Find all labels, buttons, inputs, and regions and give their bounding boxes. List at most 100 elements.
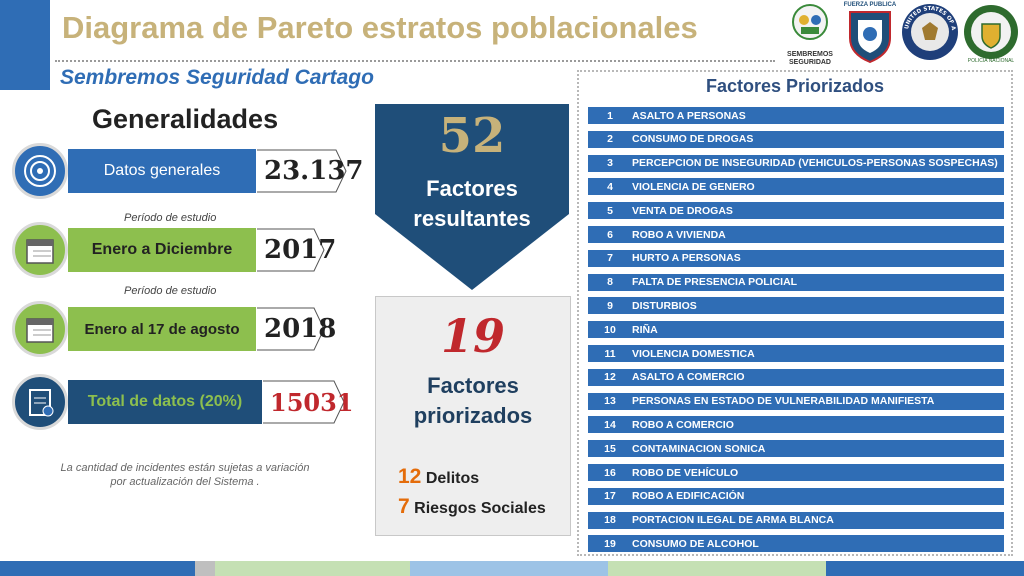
factor-name: RIÑA [632,323,658,336]
factores-priorizados-panel [577,70,1013,556]
total-datos-number: 15031 [270,387,354,417]
riesgos-label: Riesgos Sociales [414,500,546,517]
factor-name: VIOLENCIA DE GENERO [632,180,755,193]
factor-name: ASALTO A PERSONAS [632,109,746,122]
factor-row: 8 FALTA DE PRESENCIA POLICIAL [588,273,1004,291]
left-accent-bar [0,0,50,90]
footnote-line-2: por actualización del Sistema . [110,476,260,489]
factor-number: 16 [604,466,616,479]
factor-row: 3 PERCEPCION DE INSEGURIDAD (VEHICULOS-PE… [588,154,1004,172]
factor-row: 14 ROBO A COMERCIO [588,416,1004,434]
target-icon [24,155,56,187]
title-divider [55,60,775,62]
calendar-icon [26,239,54,264]
factor-name: PERSONAS EN ESTADO DE VULNERABILIDAD MAN… [632,395,935,408]
delitos-count: 12 [398,465,422,488]
factor-number: 18 [604,514,616,527]
factor-number: 3 [607,157,613,170]
policia-nacional-logo: POLICIA NACIONAL [962,2,1020,66]
value-arrow-frame [257,307,325,351]
riesgos-count: 7 [398,495,410,518]
page-title: Diagrama de Pareto estratos poblacionale… [62,10,698,45]
resultantes-number: 52 [438,108,506,164]
resultantes-label-line-2: resultantes [413,205,531,231]
generalidades-heading: Generalidades [92,104,279,134]
factores-priorizados-box: 19 Factores priorizados 12 Delitos 7 Rie… [375,296,571,536]
factor-number: 19 [604,537,616,550]
datos-generales-label: Datos generales [68,149,256,193]
footnote-line-1: La cantidad de incidentes están sujetas … [60,462,310,474]
factor-row: 19 CONSUMO DE ALCOHOL [588,535,1004,553]
factor-name: ROBO A EDIFICACIÓN [632,490,745,503]
factor-number: 17 [604,490,616,503]
factor-number: 1 [607,109,613,122]
factor-name: CONSUMO DE ALCOHOL [632,537,759,550]
factor-row: 12 ASALTO A COMERCIO [588,368,1004,386]
factor-name: ROBO A VIVIENDA [632,228,726,241]
factor-number: 15 [604,442,616,455]
calendar-2018-icon-circle [12,301,68,357]
sembremos-logo: SEMBREMOS SEGURIDAD [780,2,840,66]
logo-strip: SEMBREMOS SEGURIDAD FUERZA PUBLICA UNITE… [780,0,1020,66]
total-datos-value: 15031 [262,380,354,424]
factor-name: HURTO A PERSONAS [632,252,741,265]
factor-number: 9 [607,299,613,312]
total-datos-icon-circle [12,374,68,430]
factor-row: 10 RIÑA [588,321,1004,339]
factor-number: 13 [604,395,616,408]
priorizados-label-line-2: priorizados [413,402,533,428]
factor-number: 10 [604,323,616,336]
resultantes-label: Factores resultantes [375,174,569,233]
clipboard-icon [29,389,54,417]
factor-row: 18 PORTACION ILEGAL DE ARMA BLANCA [588,511,1004,529]
factor-number: 12 [604,371,616,384]
factor-name: VENTA DE DROGAS [632,204,733,217]
factor-name: ROBO DE VEHÍCULO [632,466,739,479]
factores-resultantes-box: 52 Factores resultantes [375,104,569,292]
factor-number: 5 [607,204,613,217]
factor-row: 7 HURTO A PERSONAS [588,249,1004,267]
factor-number: 8 [607,276,613,289]
enero-agosto-label: Enero al 17 de agosto [68,307,256,351]
factor-name: PORTACION ILEGAL DE ARMA BLANCA [632,514,834,527]
value-arrow-frame [257,149,347,193]
factor-row: 1 ASALTO A PERSONAS [588,107,1004,124]
factor-name: CONTAMINACION SONICA [632,442,766,455]
factor-name: DISTURBIOS [632,299,697,312]
resultantes-chevron [375,104,569,290]
factor-number: 6 [607,228,613,241]
bottom-color-bar [0,561,1024,576]
delitos-label: Delitos [425,470,480,487]
priorizados-label-line-1: Factores [427,373,519,398]
factor-number: 2 [607,133,613,146]
factores-priorizados-title: Factores Priorizados [705,76,885,96]
factor-name: PERCEPCION DE INSEGURIDAD (VEHICULOS-PER… [632,157,998,170]
factor-row: 5 VENTA DE DROGAS [588,202,1004,220]
calendar-icon [26,318,54,343]
fuerza-publica-logo: FUERZA PUBLICA [842,2,898,66]
factor-name: ASALTO A COMERCIO [632,371,745,384]
riesgos-line: 7 Riesgos Sociales [398,495,546,519]
factor-row: 15 CONTAMINACION SONICA [588,440,1004,458]
factor-number: 4 [607,180,613,193]
resultantes-label-line-1: Factores [426,176,518,201]
year-2017-value: 2017 [256,228,336,272]
policia-logo-text: POLICIA NACIONAL [967,58,1015,64]
factor-row: 13 PERSONAS EN ESTADO DE VULNERABILIDAD M… [588,392,1004,410]
sembremos-logo-text: SEMBREMOS SEGURIDAD [787,51,833,66]
factor-number: 14 [604,418,616,431]
datos-generales-value: 23.137 [256,149,364,193]
us-embassy-seal: UNITED STATES OF AMERICA EMBASSY [897,0,960,66]
factor-number: 7 [607,252,613,265]
datos-generales-icon-circle [12,143,68,199]
factor-row: 4 VIOLENCIA DE GENERO [588,178,1004,196]
factor-row: 11 VIOLENCIA DOMESTICA [588,345,1004,362]
factor-name: FALTA DE PRESENCIA POLICIAL [632,276,798,289]
year-2018-number: 2018 [264,314,337,344]
total-datos-label: Total de datos (20%) [68,380,262,424]
page-subtitle: Sembremos Seguridad Cartago [60,66,374,89]
value-arrow-frame [263,380,345,424]
value-arrow-frame [257,228,325,272]
enero-diciembre-label: Enero a Diciembre [68,228,256,272]
delitos-line: 12 Delitos [398,465,479,489]
